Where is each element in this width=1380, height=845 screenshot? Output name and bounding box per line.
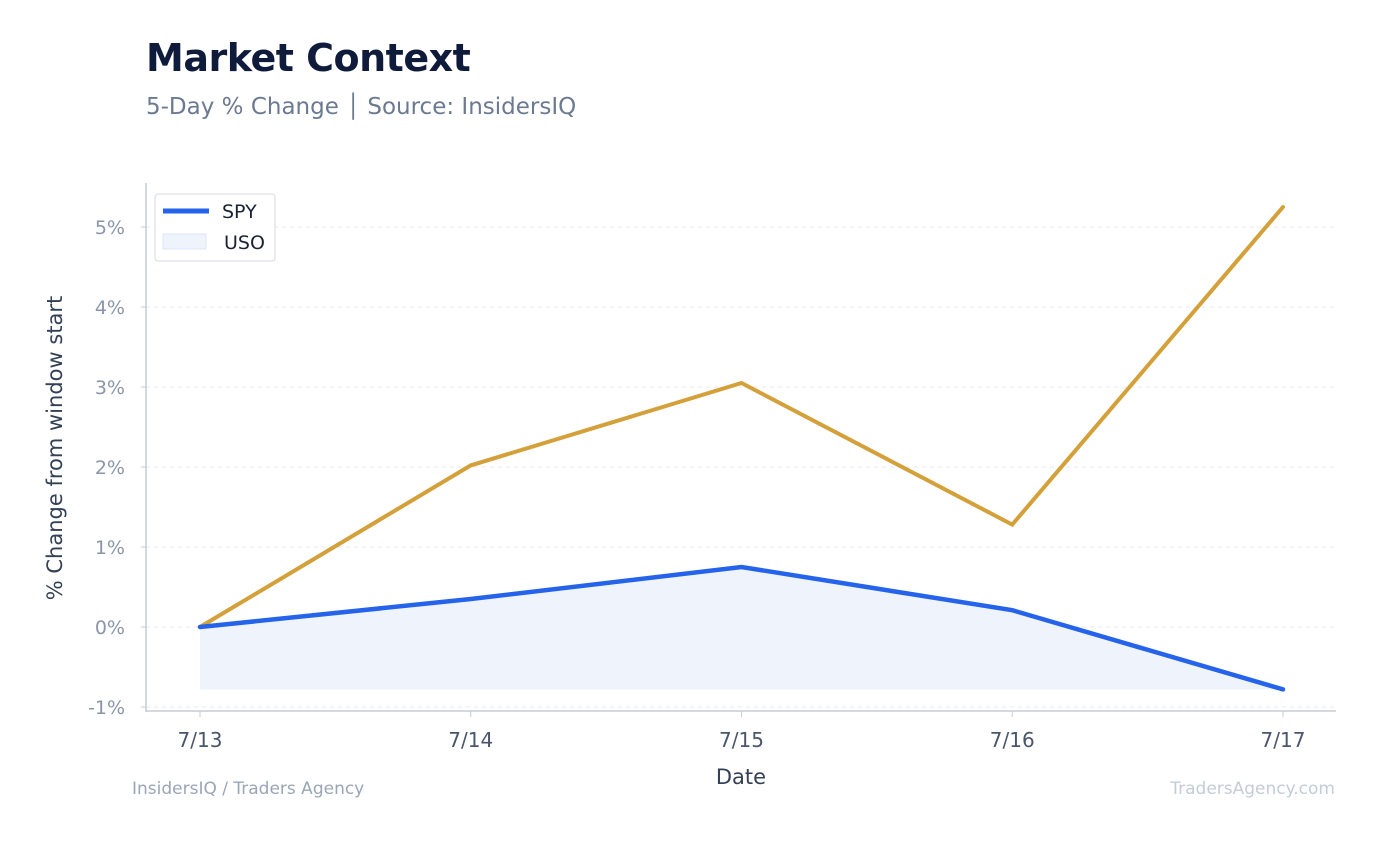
y-tick-label: 4% <box>95 297 125 319</box>
x-tick-label: 7/17 <box>1261 728 1306 752</box>
y-tick-label: 3% <box>95 377 125 399</box>
y-ticks: -1% 0% 1% 2% 3% 4% 5% <box>88 217 146 719</box>
y-tick-label: 2% <box>95 457 125 479</box>
y-tick-label: 5% <box>95 217 125 239</box>
x-tick-label: 7/15 <box>719 728 764 752</box>
x-ticks: 7/13 7/14 7/15 7/16 7/17 <box>178 711 1306 752</box>
spy-area-fill <box>200 567 1283 690</box>
footer-website: TradersAgency.com <box>1170 779 1335 799</box>
footer-credit: InsidersIQ / Traders Agency <box>132 779 365 799</box>
x-axis-label: Date <box>716 765 766 789</box>
y-tick-label: 1% <box>95 537 125 559</box>
series-line-spy <box>197 564 1286 692</box>
chart-title: Market Context <box>146 36 471 80</box>
chart-subtitle: 5-Day % Change │ Source: InsidersIQ <box>146 94 577 120</box>
x-tick-label: 7/14 <box>448 728 493 752</box>
legend-label-spy: SPY <box>222 201 257 223</box>
legend-swatch-uso <box>162 233 207 250</box>
legend: SPY USO <box>154 193 276 262</box>
legend-label-uso: USO <box>224 232 265 254</box>
x-tick-label: 7/16 <box>990 728 1035 752</box>
y-axis-label: % Change from window start <box>43 296 67 601</box>
y-tick-label: -1% <box>88 697 125 719</box>
series-line-uso <box>198 205 1285 629</box>
y-tick-label: 0% <box>95 617 125 639</box>
x-tick-label: 7/13 <box>178 728 223 752</box>
